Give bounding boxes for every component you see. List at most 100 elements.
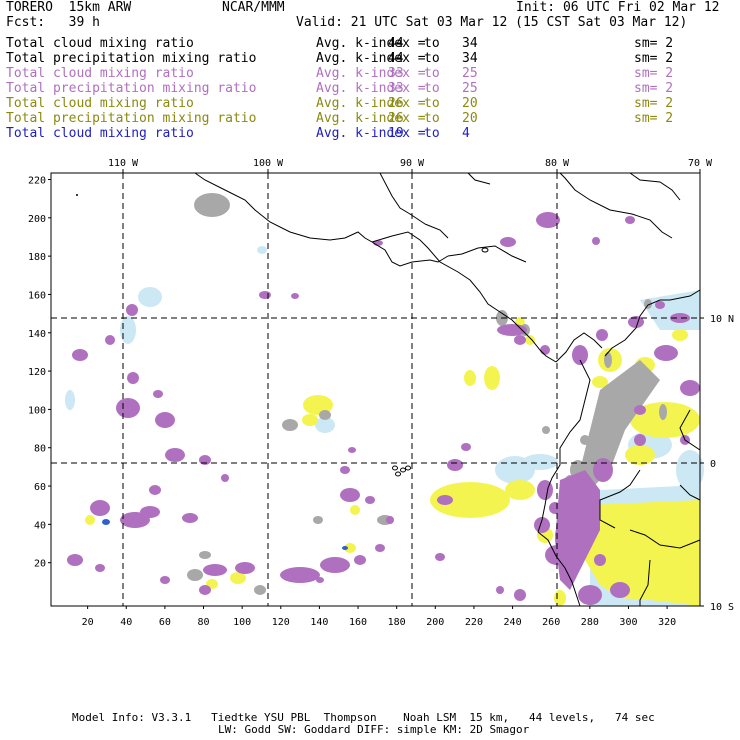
cloud-area-lightblue <box>676 450 704 490</box>
legend-from: 44 <box>388 36 404 51</box>
coastline-segment <box>371 231 557 363</box>
precip-area-purple <box>127 372 139 384</box>
forecast-hour: Fcst: 39 h <box>6 15 100 30</box>
coastline-segment <box>559 172 673 239</box>
precip-area-yellow <box>464 370 476 386</box>
precip-area-purple <box>126 304 138 316</box>
legend-to: 20 <box>462 96 478 111</box>
x-axis-tick-label: 220 <box>465 617 483 628</box>
precip-area-purple <box>537 480 553 500</box>
precip-area-yellow <box>230 572 246 584</box>
coastline-segment <box>194 172 373 243</box>
precip-area-purple <box>95 564 105 572</box>
precip-area-purple <box>386 516 394 524</box>
legend-to: 34 <box>462 51 478 66</box>
longitude-label: 100 W <box>253 158 284 169</box>
coastline-segment <box>639 559 651 606</box>
legend-avg: Avg. k-index = <box>316 81 426 96</box>
precip-area-purple <box>199 585 211 595</box>
precip-area-gray <box>319 410 331 420</box>
coastline-segment <box>537 531 581 607</box>
precip-area-purple <box>578 585 602 605</box>
coastline-segment <box>555 332 603 363</box>
legend-avg: Avg. k-index = <box>316 66 426 81</box>
precip-area-purple <box>259 291 271 299</box>
legend-to: 25 <box>462 66 478 81</box>
precip-area-yellow <box>484 366 500 390</box>
legend-avg: Avg. k-index = <box>316 96 426 111</box>
legend-field: Total precipitation mixing ratio <box>6 51 257 66</box>
coastline-segment <box>467 172 491 185</box>
precip-area-purple <box>540 345 550 355</box>
precip-area-purple <box>90 500 110 516</box>
precip-area-purple <box>435 553 445 561</box>
legend-field: Total cloud mixing ratio <box>6 96 194 111</box>
legend-avg: Avg. k-index = <box>316 111 426 126</box>
y-axis-tick-label: 180 <box>28 252 46 263</box>
precip-area-purple <box>235 562 255 574</box>
precip-area-purple <box>610 582 630 598</box>
precip-area-purple <box>120 512 150 528</box>
latitude-label: 0 <box>710 459 716 470</box>
longitude-label: 110 W <box>108 158 139 169</box>
precip-area-gray <box>659 404 667 420</box>
island <box>405 465 411 471</box>
cloud-core-blue <box>342 546 348 550</box>
precip-area-yellow <box>625 445 655 465</box>
x-axis-tick-label: 320 <box>658 617 676 628</box>
coastline-segment <box>629 529 701 549</box>
x-axis-tick-label: 100 <box>233 617 251 628</box>
precip-area-purple <box>182 513 198 523</box>
legend-to-word: to <box>424 96 440 111</box>
legend-to-word: to <box>424 51 440 66</box>
coastline-segment <box>424 223 449 239</box>
coastline-segment <box>599 469 641 529</box>
model-title: TORERO 15km ARW <box>6 0 132 15</box>
precip-area-purple <box>592 237 600 245</box>
longitude-label: 70 W <box>688 158 713 169</box>
precip-area-purple <box>365 496 375 504</box>
legend-sm: sm= 2 <box>634 111 674 126</box>
precip-area-gray <box>580 360 660 490</box>
precip-area-purple <box>654 345 678 361</box>
y-axis-tick-label: 80 <box>34 444 46 455</box>
longitude-label: 80 W <box>545 158 570 169</box>
coastline-segment <box>629 172 681 201</box>
legend-field: Total cloud mixing ratio <box>6 126 194 141</box>
precip-area-purple <box>536 212 560 228</box>
coastline-segment <box>679 409 701 451</box>
precip-area-purple <box>625 216 635 224</box>
precip-area-purple <box>655 301 665 309</box>
precip-area-purple <box>149 485 161 495</box>
precip-area-purple <box>340 488 360 502</box>
x-axis-tick-label: 200 <box>426 617 444 628</box>
precip-area-yellow <box>630 402 700 438</box>
precip-area-purple <box>221 474 229 482</box>
precip-area-purple <box>594 554 606 566</box>
org-label: NCAR/MMM <box>222 0 285 15</box>
precip-area-purple <box>155 412 175 428</box>
legend-field: Total precipitation mixing ratio <box>6 81 257 96</box>
precip-area-purple <box>461 443 471 451</box>
legend-sm: sm= 2 <box>634 96 674 111</box>
precip-area-gray <box>542 426 550 434</box>
precip-area-purple <box>291 293 299 299</box>
precip-area-purple <box>153 390 163 398</box>
precip-area-gray <box>644 299 652 309</box>
y-axis-tick-label: 200 <box>28 214 46 225</box>
precip-area-purple <box>514 335 526 345</box>
cloud-area-lightblue <box>120 316 136 344</box>
footer-model-info: Model Info: V3.3.1 Tiedtke YSU PBL Thomp… <box>72 711 655 724</box>
precip-area-yellow <box>302 414 318 426</box>
precip-area-yellow <box>344 543 356 553</box>
cloud-area-lightblue <box>315 417 335 433</box>
x-axis-tick-label: 260 <box>542 617 560 628</box>
island <box>395 471 401 477</box>
y-axis-tick-label: 100 <box>28 405 46 416</box>
x-axis-tick-label: 160 <box>349 617 367 628</box>
precip-area-yellow <box>350 505 360 515</box>
y-axis-tick-label: 20 <box>34 559 46 570</box>
precip-area-purple <box>500 237 516 247</box>
legend-from: 19 <box>388 126 404 141</box>
